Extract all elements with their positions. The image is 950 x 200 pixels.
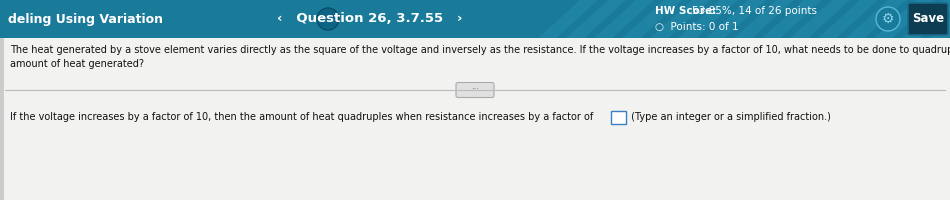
Polygon shape	[762, 0, 822, 38]
Polygon shape	[566, 0, 626, 38]
Text: (Type an integer or a simplified fraction.): (Type an integer or a simplified fractio…	[628, 112, 830, 122]
Text: The heat generated by a stove element varies directly as the square of the volta: The heat generated by a stove element va…	[10, 45, 950, 55]
Polygon shape	[706, 0, 766, 38]
Polygon shape	[622, 0, 682, 38]
Polygon shape	[902, 0, 950, 38]
Polygon shape	[734, 0, 794, 38]
Text: Save: Save	[912, 12, 944, 25]
Text: ···: ···	[471, 86, 479, 95]
Text: 53.85%, 14 of 26 points: 53.85%, 14 of 26 points	[692, 6, 816, 16]
Polygon shape	[594, 0, 654, 38]
Bar	[0, 38, 4, 200]
Polygon shape	[539, 0, 598, 38]
Polygon shape	[790, 0, 850, 38]
Polygon shape	[874, 0, 934, 38]
Circle shape	[317, 8, 339, 30]
Text: ⚙: ⚙	[882, 12, 894, 26]
Text: amount of heat generated?: amount of heat generated?	[10, 59, 144, 69]
Polygon shape	[818, 0, 878, 38]
Text: ○  Points: 0 of 1: ○ Points: 0 of 1	[655, 22, 739, 32]
Polygon shape	[678, 0, 738, 38]
FancyBboxPatch shape	[908, 3, 948, 35]
Text: ‹   Question 26, 3.7.55   ›: ‹ Question 26, 3.7.55 ›	[277, 12, 463, 25]
Text: If the voltage increases by a factor of 10, then the amount of heat quadruples w: If the voltage increases by a factor of …	[10, 112, 593, 122]
Bar	[0, 0, 950, 38]
Polygon shape	[650, 0, 710, 38]
FancyBboxPatch shape	[611, 110, 626, 123]
Circle shape	[876, 7, 900, 31]
FancyBboxPatch shape	[456, 82, 494, 98]
Text: HW Score:: HW Score:	[655, 6, 720, 16]
Polygon shape	[930, 0, 950, 38]
Bar	[0, 38, 950, 200]
Polygon shape	[846, 0, 906, 38]
Text: deling Using Variation: deling Using Variation	[8, 12, 163, 25]
